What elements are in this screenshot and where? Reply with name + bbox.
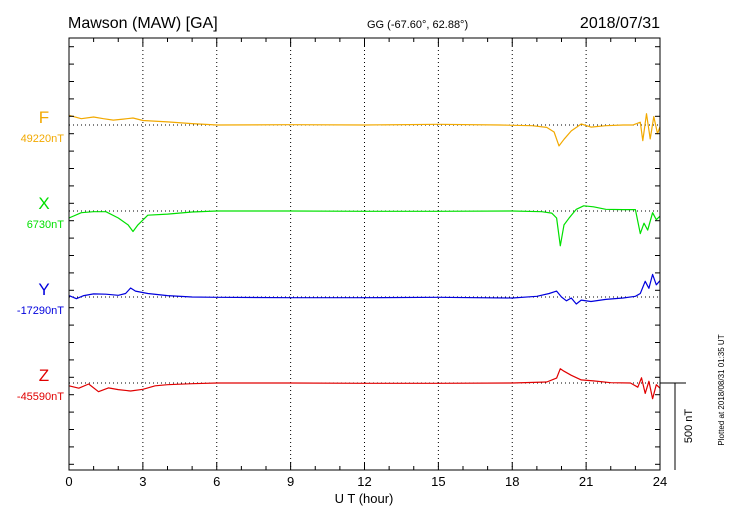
scale-bar-label: 500 nT	[683, 409, 695, 444]
scale-bar: 500 nT	[660, 382, 695, 470]
x-tick-label: 12	[357, 474, 371, 489]
series-lines	[68, 113, 661, 400]
plotted-timestamp: Plotted at 2018/08/31 01:35 UT	[717, 334, 726, 445]
station-title: Mawson (MAW) [GA]	[68, 15, 218, 32]
series-line-y	[68, 273, 661, 305]
grid-lines	[69, 38, 660, 470]
series-name-x: X	[38, 194, 49, 213]
series-line-z	[68, 368, 661, 400]
x-tick-label: 18	[505, 474, 519, 489]
series-name-f: F	[39, 108, 49, 127]
x-axis-label: U T (hour)	[335, 491, 394, 506]
series-baseline-y: -17290nT	[17, 305, 64, 317]
x-ticks: 0 3 6 9 12 15 18 21 24	[65, 38, 667, 489]
x-tick-label: 6	[213, 474, 220, 489]
series-line-x	[68, 205, 661, 247]
chart-date: 2018/07/31	[580, 15, 660, 32]
series-line-f	[68, 113, 661, 147]
series-baseline-f: 49220nT	[21, 133, 65, 145]
x-tick-label: 15	[431, 474, 445, 489]
series-name-z: Z	[39, 366, 49, 385]
y-ticks	[69, 46, 660, 465]
x-tick-label: 24	[653, 474, 667, 489]
series-name-y: Y	[38, 280, 49, 299]
geographic-coords: GG (-67.60°, 62.88°)	[367, 19, 468, 31]
series-baseline-z: -45590nT	[17, 391, 64, 403]
x-tick-label: 0	[65, 474, 72, 489]
x-tick-label: 21	[579, 474, 593, 489]
x-tick-label: 3	[139, 474, 146, 489]
x-tick-label: 9	[287, 474, 294, 489]
series-labels: F 49220nT X 6730nT Y -17290nT Z -45590nT	[17, 108, 64, 403]
series-baseline-x: 6730nT	[27, 219, 65, 231]
